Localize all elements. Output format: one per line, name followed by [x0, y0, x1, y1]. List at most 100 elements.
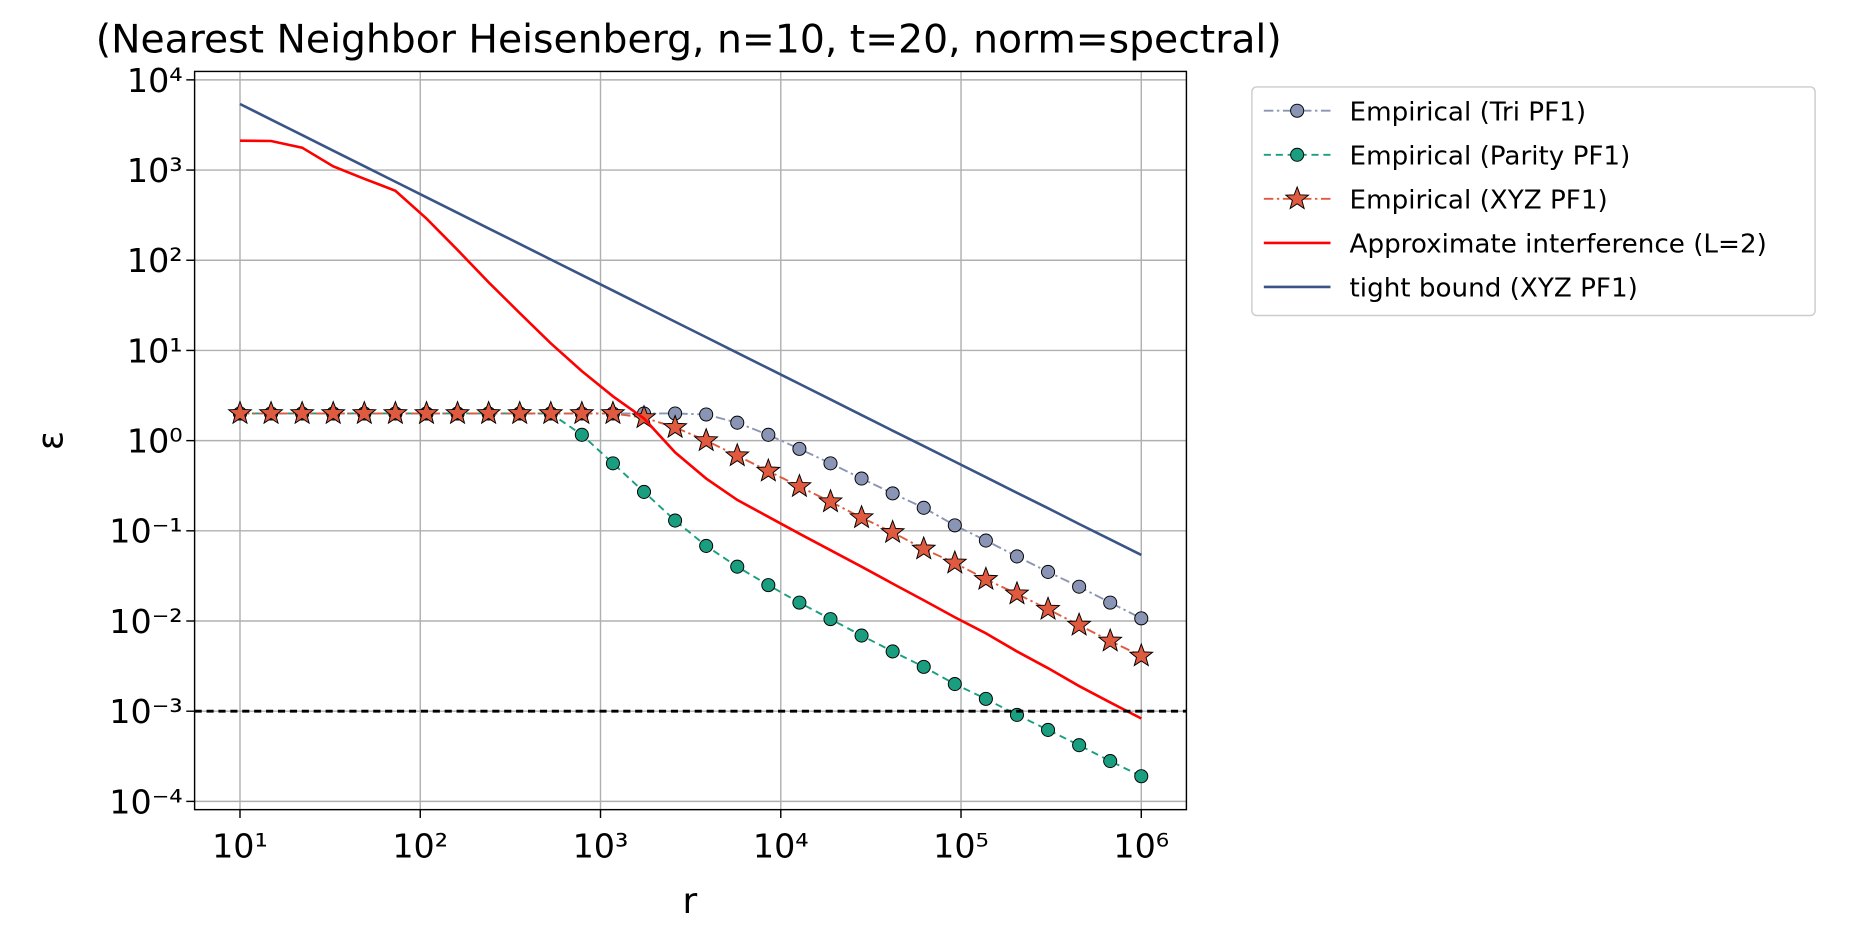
- marker: [942, 549, 968, 574]
- marker: [885, 486, 900, 501]
- marker: [1290, 147, 1305, 162]
- chart-title: (Nearest Neighbor Heisenberg, n=10, t=20…: [96, 17, 1282, 62]
- marker: [854, 471, 869, 486]
- y-axis-label: ε: [30, 431, 71, 450]
- marker: [662, 414, 688, 439]
- marker: [916, 659, 931, 674]
- marker: [1103, 595, 1118, 610]
- marker: [916, 500, 931, 515]
- marker: [538, 400, 564, 425]
- x-tick-label: 10⁵: [933, 826, 989, 865]
- marker: [1041, 564, 1056, 579]
- marker: [1134, 611, 1149, 626]
- legend-label: Empirical (XYZ PF1): [1350, 185, 1608, 215]
- marker: [382, 400, 408, 425]
- marker: [1097, 627, 1123, 652]
- marker: [444, 400, 471, 425]
- marker: [351, 400, 377, 425]
- marker: [574, 427, 589, 442]
- series-line: [239, 139, 1142, 720]
- marker: [854, 628, 869, 643]
- marker: [668, 513, 683, 528]
- marker: [792, 595, 807, 610]
- marker: [693, 427, 719, 452]
- marker: [724, 442, 750, 467]
- marker: [1072, 738, 1087, 753]
- marker: [1009, 549, 1024, 564]
- marker: [1035, 595, 1061, 620]
- y-tick-label: 10⁻¹: [109, 512, 182, 551]
- y-tick-label: 10⁰: [127, 422, 183, 461]
- legend-label: tight bound (XYZ PF1): [1350, 273, 1638, 303]
- series-line: [239, 412, 1142, 657]
- marker: [320, 400, 346, 425]
- marker: [476, 400, 502, 425]
- y-tick-label: 10¹: [127, 331, 183, 370]
- marker: [1066, 611, 1092, 636]
- y-tick-label: 10⁻³: [109, 692, 182, 731]
- marker: [1041, 722, 1056, 737]
- y-tick-label: 10⁻²: [109, 602, 182, 641]
- marker: [1128, 642, 1154, 667]
- legend-label: Empirical (Parity PF1): [1350, 141, 1631, 171]
- series: [239, 139, 1142, 720]
- marker: [258, 400, 284, 425]
- marker: [786, 473, 813, 498]
- legend-box: [1251, 86, 1816, 317]
- marker: [227, 400, 253, 425]
- marker: [947, 518, 962, 533]
- marker: [792, 441, 807, 456]
- marker: [885, 644, 900, 659]
- series: [232, 406, 1149, 784]
- marker: [848, 504, 875, 529]
- marker: [880, 519, 906, 544]
- marker: [978, 533, 993, 548]
- marker: [1004, 580, 1030, 605]
- x-tick-label: 10³: [573, 826, 629, 865]
- marker: [699, 407, 714, 422]
- marker: [631, 404, 657, 429]
- marker: [699, 538, 714, 553]
- marker: [761, 578, 776, 593]
- x-tick-label: 10⁶: [1113, 826, 1169, 865]
- x-axis-label: r: [683, 881, 698, 922]
- marker: [1284, 185, 1310, 210]
- marker: [636, 484, 652, 499]
- legend-label: Approximate interference (L=2): [1350, 229, 1767, 259]
- marker: [605, 456, 620, 471]
- series: [239, 102, 1142, 557]
- marker: [973, 566, 999, 591]
- plot-frame: [193, 70, 1188, 811]
- y-tick-label: 10⁻⁴: [109, 782, 182, 821]
- marker: [755, 457, 781, 482]
- series-line: [239, 412, 1142, 778]
- series: [227, 400, 1154, 667]
- marker: [730, 415, 745, 430]
- x-tick-label: 10²: [392, 826, 448, 865]
- y-tick-label: 10⁴: [127, 61, 183, 100]
- marker: [1072, 579, 1087, 594]
- marker: [1103, 754, 1118, 769]
- marker: [947, 677, 962, 692]
- marker: [823, 612, 838, 627]
- marker: [569, 400, 595, 425]
- marker: [507, 400, 533, 425]
- marker: [817, 488, 844, 513]
- marker: [1290, 103, 1305, 118]
- marker: [730, 559, 745, 574]
- marker: [1134, 769, 1149, 784]
- marker: [289, 400, 315, 425]
- marker: [413, 400, 440, 425]
- legend-label: Empirical (Tri PF1): [1350, 97, 1587, 127]
- series-line: [239, 102, 1142, 557]
- marker: [978, 691, 993, 706]
- y-tick-label: 10³: [127, 151, 183, 190]
- marker: [600, 400, 626, 425]
- x-tick-label: 10¹: [212, 826, 268, 865]
- marker: [911, 535, 937, 560]
- series-line: [239, 412, 1142, 620]
- legend: Empirical (Tri PF1) Empirical (Parity PF1…: [1251, 86, 1816, 317]
- x-tick-label: 10⁴: [753, 826, 809, 865]
